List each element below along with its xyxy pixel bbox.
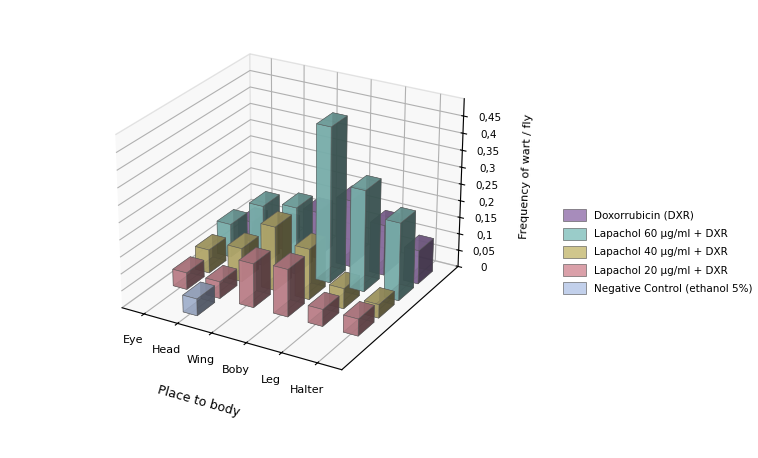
X-axis label: Place to body: Place to body [156, 383, 241, 419]
Legend: Doxorrubicin (DXR), Lapachol 60 µg/ml + DXR, Lapachol 40 µg/ml + DXR, Lapachol 2: Doxorrubicin (DXR), Lapachol 60 µg/ml + … [563, 209, 753, 294]
